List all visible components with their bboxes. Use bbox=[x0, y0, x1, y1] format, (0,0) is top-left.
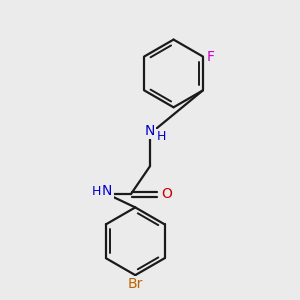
Text: H: H bbox=[92, 185, 101, 198]
Text: O: O bbox=[162, 187, 172, 201]
Text: N: N bbox=[102, 184, 112, 198]
Text: N: N bbox=[145, 124, 155, 138]
Text: F: F bbox=[207, 50, 215, 64]
Text: Br: Br bbox=[128, 277, 143, 291]
Text: H: H bbox=[157, 130, 166, 143]
